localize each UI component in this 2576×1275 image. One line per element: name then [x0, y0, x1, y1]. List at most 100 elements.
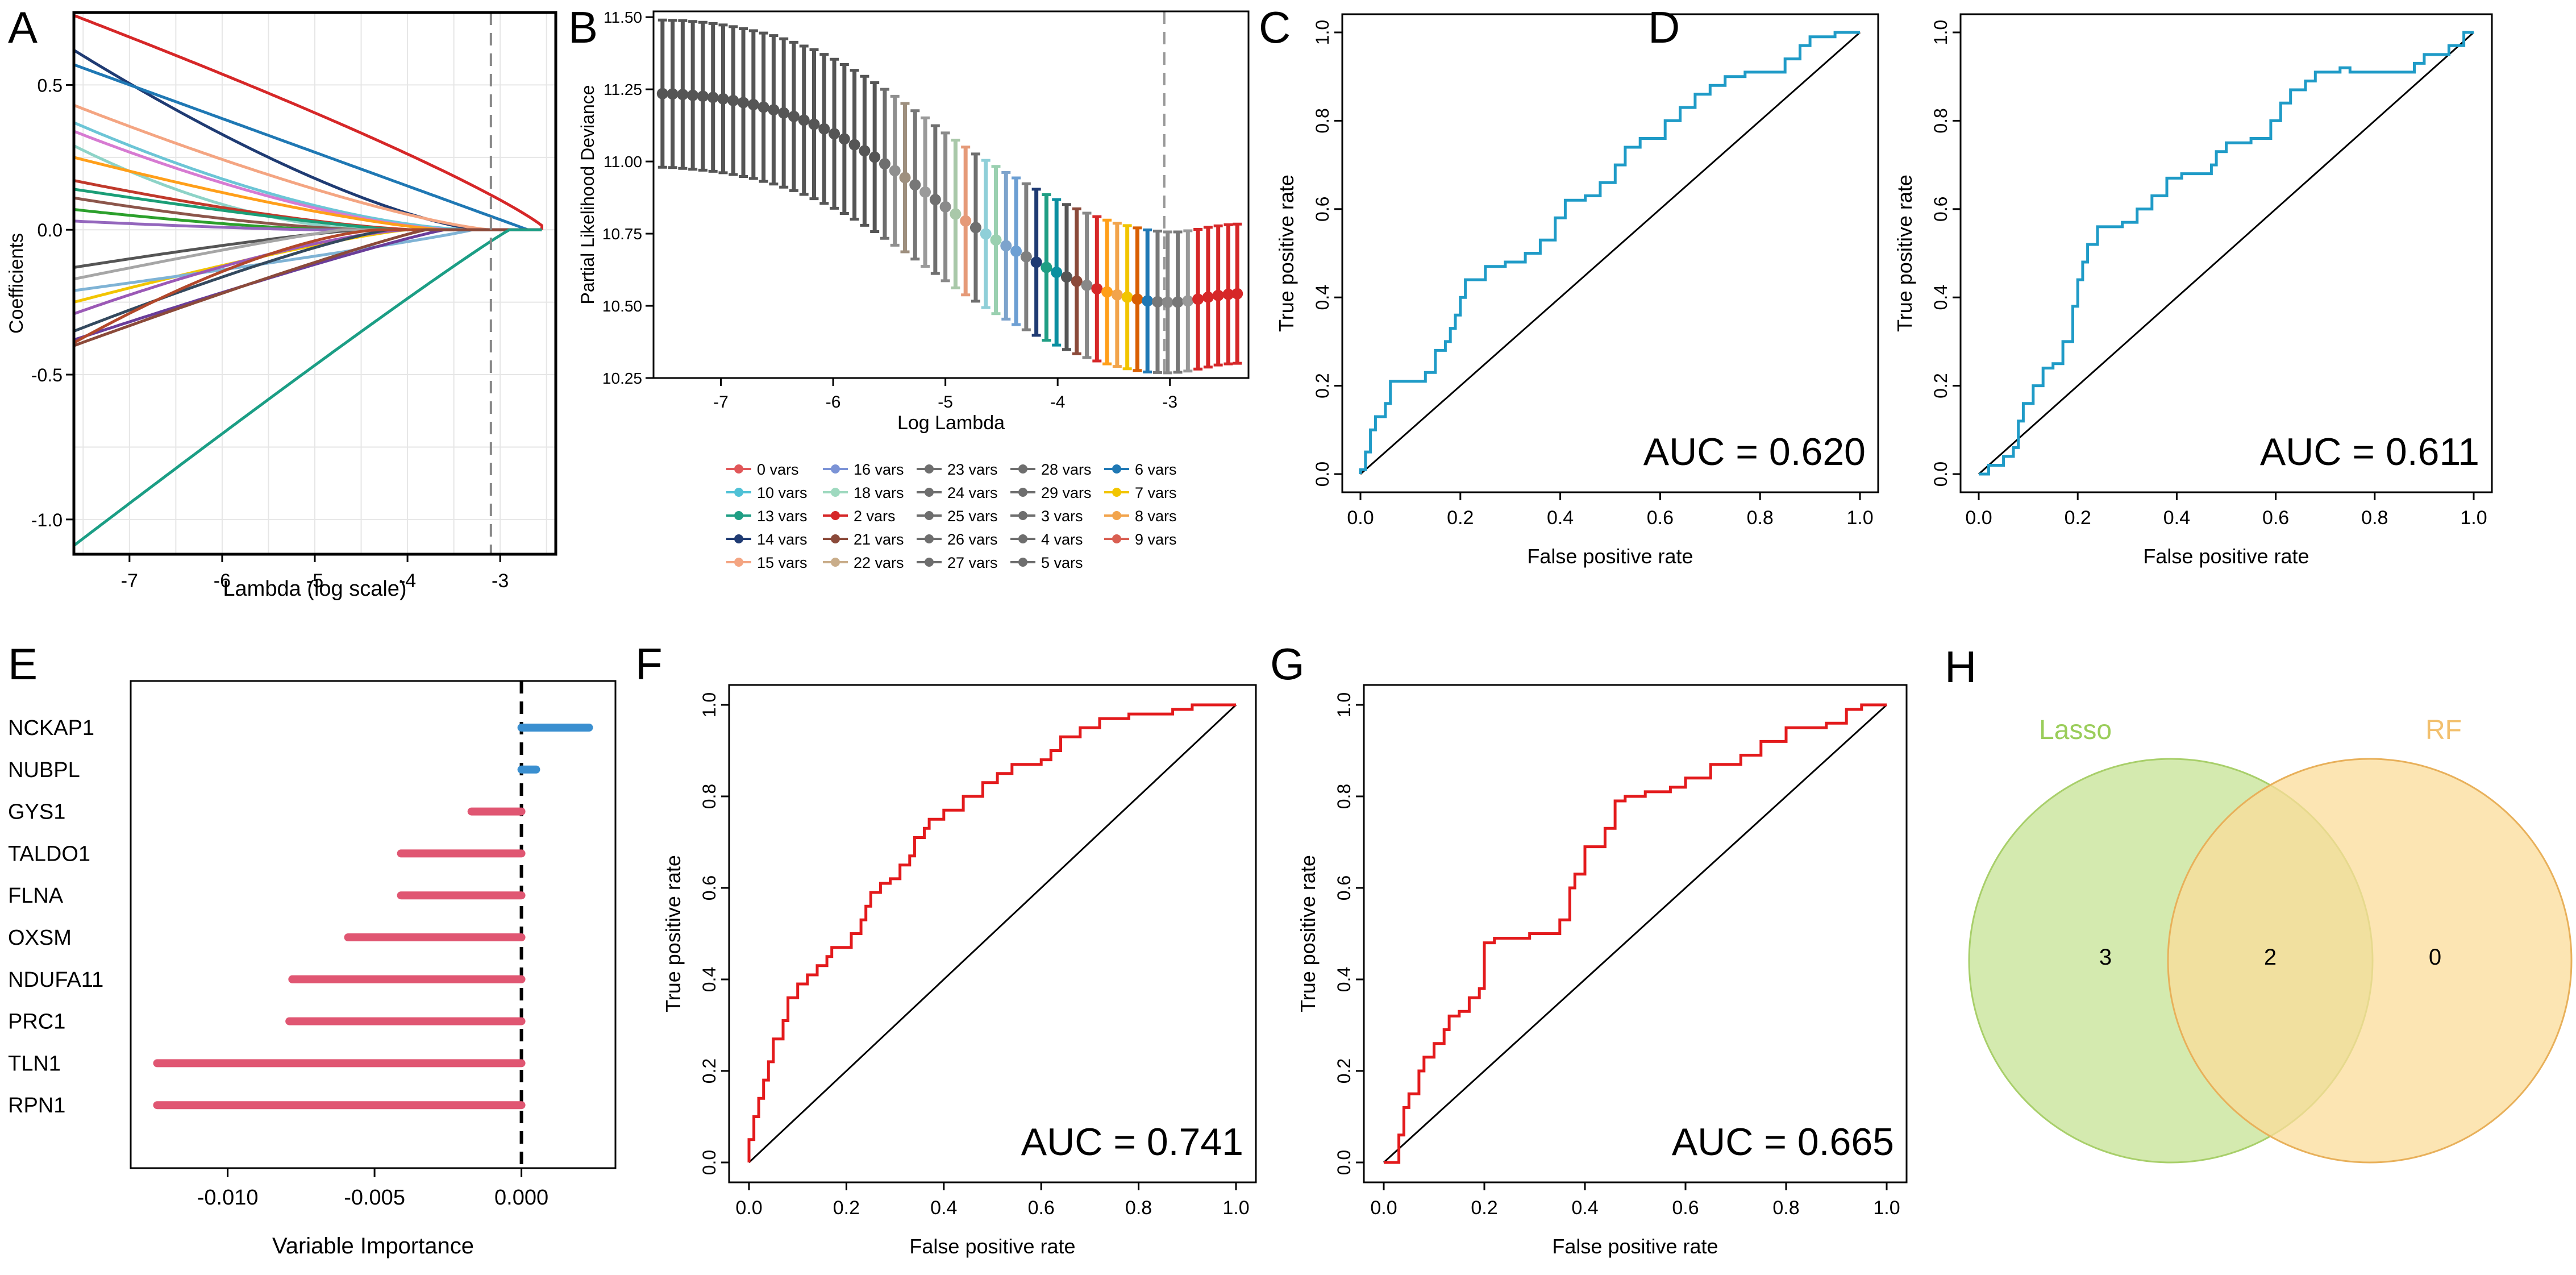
- panel-d-ytick-label: 0.0: [1930, 462, 1951, 487]
- panel-b-point: [909, 179, 921, 191]
- panel-b-point: [758, 101, 769, 113]
- panel-b-legend-marker: [1112, 488, 1121, 497]
- panel-g-frame: [1363, 684, 1908, 1183]
- panel-e-xtick-label: 0.000: [494, 1186, 548, 1210]
- panel-d-ytick-label: 0.4: [1930, 285, 1951, 310]
- panel-b-point: [768, 104, 780, 116]
- panel-a-xtick-label: -4: [399, 570, 416, 592]
- panel-a-coefficient-paths: -7 -6 -5 -4 -3 -1.0 -0.5 0.0 0.5 Lambda (log scal…: [6, 11, 557, 601]
- panel-f-auc-label: AUC = 0.741: [1021, 1120, 1243, 1164]
- panel-b-legend-marker: [1018, 511, 1027, 520]
- panel-c-roc: 0.0 0.2 0.4 0.6 0.8 1.0 0.0 0.2 0.4 0.6 0.8 1.0 Fals…: [1275, 13, 1879, 568]
- panel-b-point: [889, 165, 901, 177]
- panel-b-point: [1091, 283, 1103, 295]
- panel-b-point: [1030, 256, 1042, 268]
- panel-b-frame: [652, 10, 1250, 379]
- panel-b-legend-label: 28 vars: [1041, 461, 1092, 478]
- panel-b-legend-label: 0 vars: [757, 461, 799, 478]
- panel-b-legend-marker: [1018, 488, 1027, 497]
- panel-g-ytick-label: 0.2: [1334, 1058, 1354, 1083]
- panel-b-point: [667, 88, 679, 100]
- panel-b-point: [747, 99, 759, 111]
- panel-b-point: [859, 145, 871, 157]
- panel-b-point: [829, 128, 840, 140]
- panel-b-point: [1010, 246, 1022, 258]
- panel-d-xtick-label: 0.4: [2163, 507, 2190, 529]
- panel-letter-h: H: [1945, 642, 1976, 692]
- panel-b-legend-label: 27 vars: [947, 554, 998, 571]
- panel-b-legend-marker: [925, 464, 934, 474]
- panel-f-roc-curve: [747, 703, 1236, 1162]
- panel-g-ytick-label: 0.0: [1334, 1150, 1354, 1175]
- panel-d-xtick-label: 0.6: [2262, 507, 2289, 529]
- panel-e-variable-importance: NCKAP1 NUBPL GYS1 TALDO1 FLNA OXSM NDUFA11 PRC1…: [8, 680, 617, 1259]
- panel-h-venn: Lasso RF 3 2 0: [1968, 715, 2573, 1164]
- panel-d-ylabel: True positive rate: [1893, 175, 1916, 332]
- panel-d-ytick-label: 0.8: [1930, 108, 1951, 133]
- panel-b-point: [1192, 293, 1204, 305]
- panel-b-point: [899, 172, 911, 184]
- panel-f-ytick-label: 0.2: [699, 1058, 719, 1083]
- panel-b-point: [1051, 267, 1063, 279]
- venn-lasso-label: Lasso: [2039, 715, 2112, 745]
- panel-b-legend-label: 6 vars: [1135, 461, 1177, 478]
- panel-b-legend-label: 25 vars: [947, 508, 998, 525]
- panel-b-legend-marker: [1112, 511, 1121, 520]
- panel-b-legend-marker: [1112, 464, 1121, 474]
- panel-b-xtick-label: -7: [713, 393, 729, 412]
- panel-f-ylabel: True positive rate: [661, 855, 685, 1012]
- panel-b-legend-label: 8 vars: [1135, 508, 1177, 525]
- panel-g-xtick-label: 0.4: [1571, 1197, 1598, 1219]
- panel-f-xlabel: False positive rate: [909, 1235, 1075, 1258]
- panel-c-ytick-label: 0.0: [1312, 462, 1333, 487]
- panel-b-ylabel: Partial Likelihood Deviance: [577, 85, 598, 305]
- panel-d-xtick-label: 0.8: [2361, 507, 2388, 529]
- panel-b-legend-label: 26 vars: [947, 531, 998, 548]
- panel-e-xlabel: Variable Importance: [272, 1234, 474, 1259]
- panel-b-ytick-label: 11.00: [604, 153, 642, 171]
- panel-a-xtick-label: -3: [492, 570, 509, 592]
- panel-c-xtick-label: 0.6: [1647, 507, 1674, 529]
- panel-e-category-label: TALDO1: [8, 842, 90, 866]
- panel-a-ytick-label: 0.0: [38, 220, 63, 240]
- panel-b-legend-marker: [831, 534, 840, 543]
- panel-b-point: [707, 92, 719, 103]
- panel-g-ytick-label: 0.8: [1334, 784, 1354, 809]
- panel-b-legend-label: 2 vars: [854, 508, 896, 525]
- panel-letter-c: C: [1259, 2, 1291, 52]
- panel-b-point: [677, 89, 689, 101]
- panel-b-point: [727, 94, 739, 106]
- panel-c-xtick-label: 1.0: [1846, 507, 1873, 529]
- panel-d-roc-curve: [1979, 31, 2474, 476]
- panel-c-ytick-label: 0.6: [1312, 197, 1333, 222]
- panel-d-ytick-label: 1.0: [1930, 20, 1951, 45]
- panel-a-xtick-label: -6: [214, 570, 231, 592]
- panel-b-point: [717, 93, 729, 105]
- panel-d-frame: [1959, 13, 2493, 493]
- panel-e-category-label: NCKAP1: [8, 716, 94, 740]
- panel-b-legend-label: 29 vars: [1041, 484, 1092, 501]
- panel-b-legend-label: 23 vars: [947, 461, 998, 478]
- panel-g-ytick-label: 0.4: [1334, 967, 1354, 992]
- panel-g-roc: 0.0 0.2 0.4 0.6 0.8 1.0 0.0 0.2 0.4 0.6 0.8 1.0 Fals…: [1296, 684, 1908, 1258]
- panel-letter-a: A: [8, 2, 38, 52]
- panel-a-xtick-label: -5: [306, 570, 323, 592]
- panel-a-ylabel: Coefficients: [6, 233, 27, 334]
- panel-a-ytick-label: 0.5: [38, 75, 63, 95]
- panel-b-legend-marker: [1018, 534, 1027, 543]
- panel-e-category-label: PRC1: [8, 1010, 65, 1034]
- panel-b-point: [1162, 296, 1173, 308]
- panel-b-point: [1212, 289, 1224, 301]
- panel-b-legend-marker: [734, 534, 743, 543]
- panel-letter-e: E: [8, 639, 38, 689]
- panel-b-point: [869, 151, 881, 163]
- panel-b-legend-label: 4 vars: [1041, 531, 1083, 548]
- panel-b-xlabel: Log Lambda: [897, 412, 1005, 434]
- panel-b-point: [838, 133, 850, 145]
- panel-b-point: [788, 110, 800, 122]
- panel-b-legend-marker: [831, 558, 840, 567]
- venn-rf-label: RF: [2425, 715, 2462, 745]
- panel-e-category-label: RPN1: [8, 1094, 65, 1118]
- panel-b-point: [1172, 296, 1184, 308]
- panel-g-xtick-label: 0.0: [1370, 1197, 1397, 1219]
